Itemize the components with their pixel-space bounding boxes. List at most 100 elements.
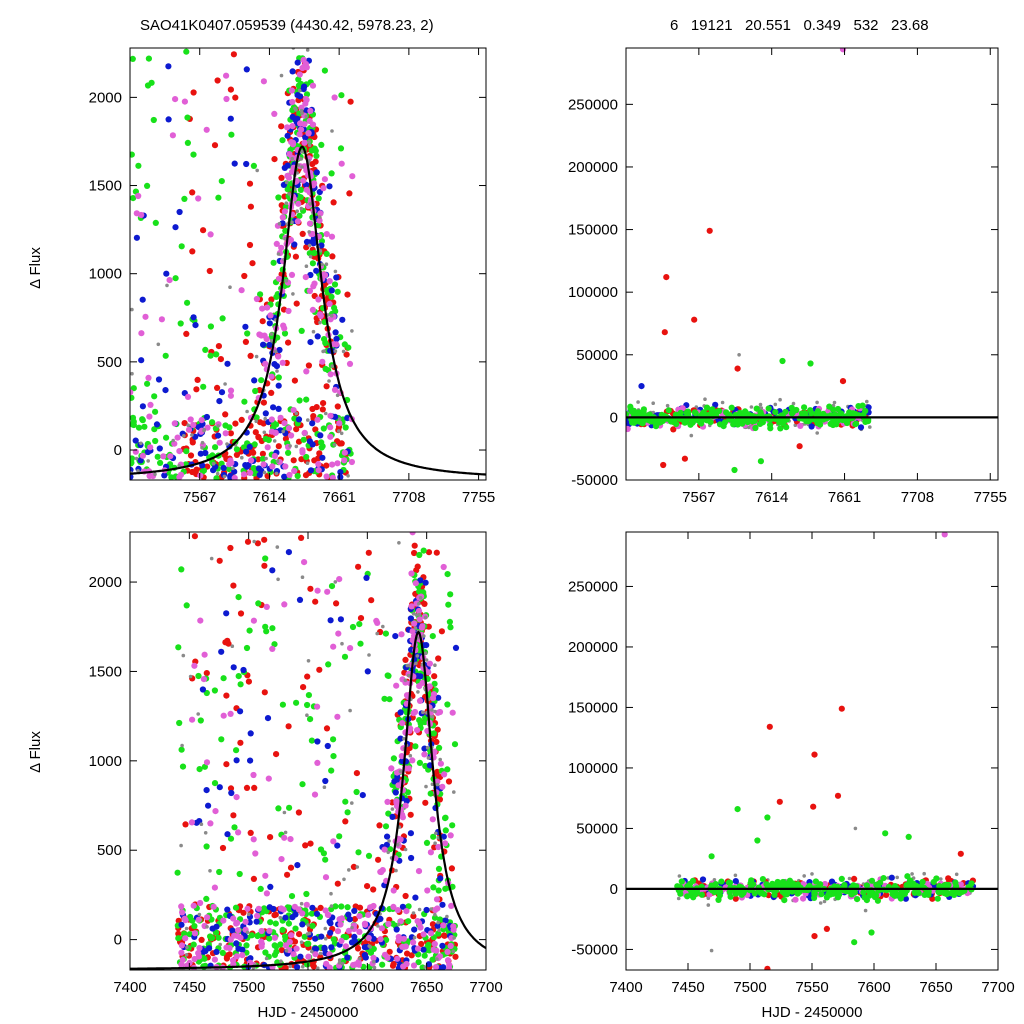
- data-point: [315, 296, 322, 303]
- data-point: [381, 624, 385, 629]
- data-point: [327, 433, 334, 440]
- data-point: [317, 215, 322, 219]
- data-point: [392, 633, 399, 640]
- data-point: [402, 656, 409, 664]
- data-point: [285, 425, 293, 432]
- data-point: [233, 953, 240, 960]
- data-point: [260, 461, 267, 468]
- data-point: [264, 304, 271, 311]
- y-axis-label-bottom: Δ Flux: [27, 731, 44, 773]
- data-point: [243, 66, 250, 73]
- x-tick-label: 7708: [901, 489, 934, 506]
- data-point: [231, 468, 238, 475]
- data-point: [402, 943, 409, 950]
- data-point: [872, 892, 880, 899]
- data-point: [250, 617, 257, 624]
- data-point: [273, 349, 278, 354]
- data-point: [275, 443, 282, 450]
- data-point: [220, 917, 227, 924]
- data-point: [321, 945, 328, 953]
- plot-area: [130, 524, 486, 970]
- data-point: [329, 461, 336, 468]
- data-point: [222, 411, 229, 418]
- data-point: [271, 934, 278, 941]
- data-point: [390, 755, 397, 762]
- data-point: [223, 692, 230, 699]
- data-point: [250, 875, 257, 883]
- data-point: [228, 131, 235, 138]
- data-point: [350, 925, 354, 930]
- data-point: [269, 463, 276, 470]
- data-point: [222, 430, 229, 437]
- x-tick-label: 7500: [733, 979, 766, 996]
- data-point: [266, 320, 273, 327]
- data-point: [267, 312, 274, 319]
- data-point: [291, 415, 298, 422]
- data-point: [452, 936, 457, 940]
- x-axis-label-bottom-left: HJD - 2450000: [258, 1004, 359, 1021]
- data-point: [898, 892, 905, 899]
- data-point: [738, 891, 745, 898]
- data-point: [892, 883, 899, 890]
- data-point: [222, 474, 227, 479]
- data-point: [301, 83, 308, 90]
- data-point: [323, 725, 331, 732]
- data-point: [434, 922, 441, 930]
- data-point: [171, 438, 175, 443]
- data-point: [196, 712, 200, 716]
- data-point: [321, 176, 328, 183]
- data-point: [843, 418, 850, 425]
- data-point: [320, 262, 324, 267]
- data-point: [313, 910, 321, 918]
- data-point: [431, 673, 438, 680]
- data-point: [411, 549, 418, 557]
- data-point: [266, 935, 273, 942]
- data-point: [800, 895, 807, 902]
- data-point: [300, 165, 304, 169]
- data-point: [139, 441, 143, 446]
- data-point: [433, 663, 437, 667]
- data-point: [305, 42, 311, 48]
- data-point: [254, 932, 261, 940]
- outlier-point: [661, 329, 668, 336]
- data-point: [344, 904, 351, 911]
- data-point: [444, 701, 451, 708]
- data-point: [408, 854, 415, 862]
- x-tick-label: 7400: [113, 979, 146, 996]
- data-point: [399, 811, 406, 818]
- data-point: [425, 549, 433, 556]
- plot-frame: [129, 47, 487, 481]
- data-point: [440, 833, 447, 840]
- data-point: [403, 678, 408, 683]
- data-point: [288, 271, 296, 278]
- data-point: [130, 473, 134, 480]
- data-point: [304, 114, 309, 119]
- data-point: [196, 944, 203, 952]
- data-point: [235, 673, 242, 680]
- data-point: [337, 429, 341, 433]
- data-point: [305, 953, 312, 960]
- data-point: [145, 374, 152, 381]
- data-point: [297, 88, 302, 93]
- data-point: [243, 784, 251, 792]
- data-point: [299, 206, 304, 211]
- data-point: [269, 645, 276, 653]
- data-point: [312, 158, 319, 165]
- data-point: [390, 887, 397, 894]
- data-point: [423, 906, 430, 914]
- data-point: [293, 945, 300, 952]
- data-point: [307, 243, 312, 248]
- data-point: [247, 955, 254, 962]
- data-point: [327, 412, 334, 419]
- data-point: [303, 238, 311, 245]
- data-point: [744, 418, 751, 426]
- data-point: [341, 653, 349, 660]
- data-point: [411, 911, 416, 915]
- data-point: [761, 891, 768, 898]
- data-point: [172, 275, 179, 282]
- data-point: [259, 305, 266, 312]
- data-point: [435, 694, 442, 701]
- data-point: [822, 899, 827, 904]
- data-point: [413, 524, 419, 530]
- data-point: [295, 906, 302, 913]
